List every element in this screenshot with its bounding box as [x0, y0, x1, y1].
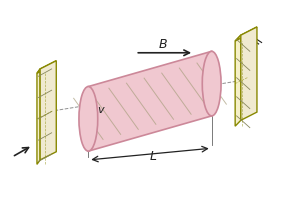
Polygon shape	[40, 61, 56, 160]
Polygon shape	[37, 69, 40, 164]
Text: v: v	[97, 105, 104, 115]
Polygon shape	[235, 27, 257, 41]
Polygon shape	[37, 61, 56, 73]
Polygon shape	[88, 51, 212, 151]
Text: E: E	[38, 109, 45, 119]
Ellipse shape	[79, 87, 98, 151]
Polygon shape	[235, 35, 241, 126]
Text: β: β	[248, 30, 256, 40]
Ellipse shape	[202, 51, 221, 116]
Text: B: B	[159, 38, 167, 51]
Text: L: L	[150, 150, 157, 163]
Polygon shape	[241, 27, 257, 120]
